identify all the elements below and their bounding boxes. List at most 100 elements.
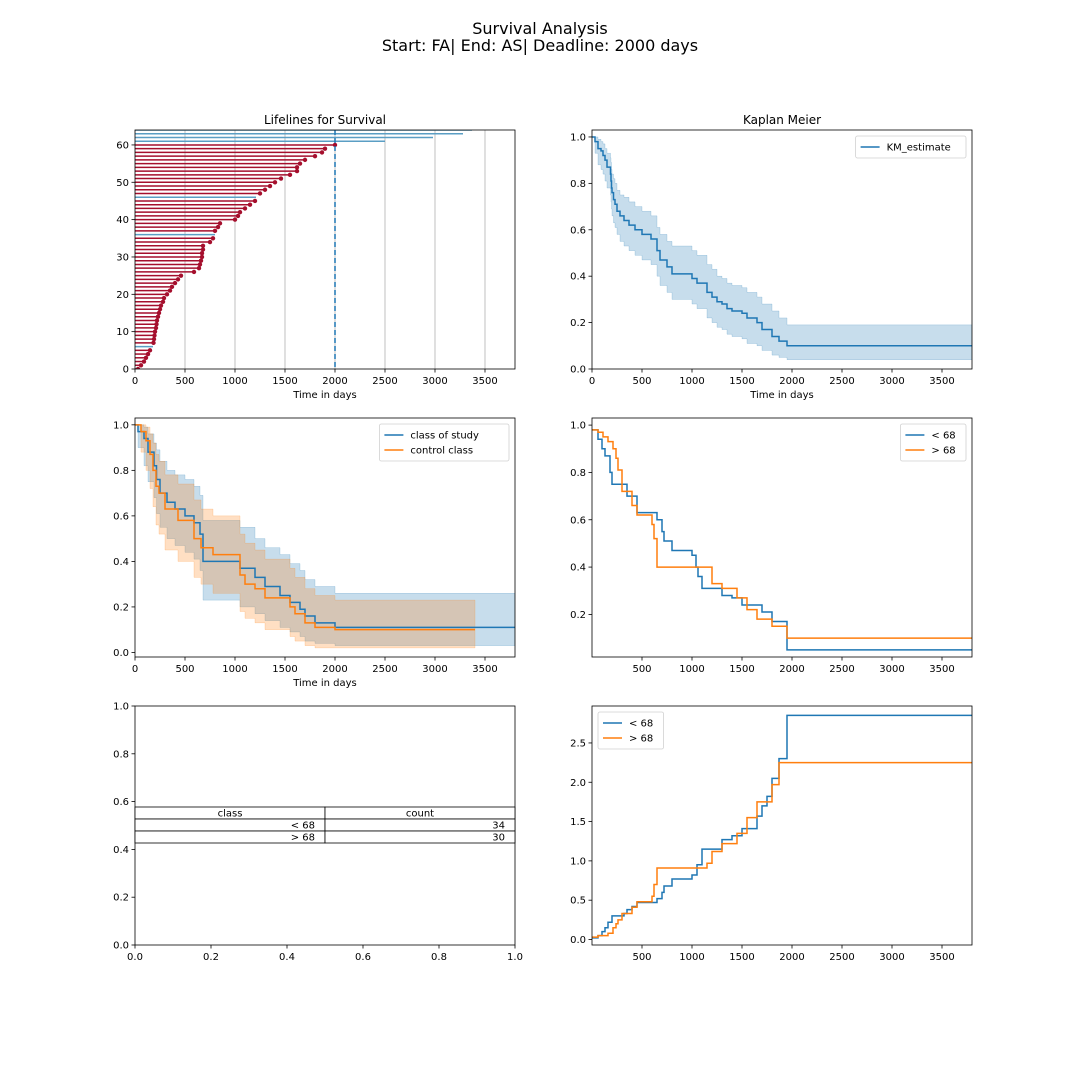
class_table-ytick-label: 0.0 (113, 941, 129, 952)
age_km-xtick-label: 1000 (679, 664, 704, 675)
class_table-xtick-label: 0.2 (203, 952, 219, 963)
km-xtick-label: 2000 (779, 376, 804, 387)
km-legend-label: KM_estimate (887, 143, 951, 154)
class_table-xtick-label: 0.4 (279, 952, 295, 963)
lifeline-event-marker (147, 348, 153, 353)
lifeline-event-marker (294, 168, 300, 174)
lifelines-axes: 0 500 1000 1500 2000 2500 3000 3500 0 10 20 30 40 50 6… (116, 113, 497, 401)
lifelines-title: Lifelines for Survival (264, 113, 386, 127)
age_cumhaz-xtick-label: 3000 (879, 952, 904, 963)
lifeline-event-marker (155, 314, 161, 319)
group_km-plot (135, 424, 515, 649)
lifeline-event-marker (152, 329, 158, 334)
class_table-ytick-label: 1.0 (113, 702, 129, 713)
lifeline-event-marker (302, 157, 308, 163)
group_km-ytick-label: 0.8 (113, 466, 129, 477)
class_table-xtick-label: 0.8 (431, 952, 447, 963)
lifelines-frame (134, 129, 516, 370)
group_km-ci-band (135, 424, 515, 646)
age_cumhaz-series-line (592, 761, 972, 938)
lifelines-ytick-label: 60 (116, 140, 129, 151)
table-cell (324, 830, 516, 844)
lifeline-event-marker (232, 217, 238, 222)
lifeline-event-marker (332, 142, 338, 148)
group_km-xtick-label: 1000 (222, 664, 247, 675)
age_cumhaz-xtick-label: 1500 (729, 952, 754, 963)
lifeline-event-marker (297, 161, 303, 166)
table-cell-value: < 68 (291, 821, 315, 832)
lifelines-ytick-label: 10 (116, 327, 129, 338)
group_km-legend-box (378, 423, 510, 462)
lifeline-event-marker (322, 146, 328, 151)
class_table-ytick-label: 0.8 (113, 749, 129, 760)
group_km-ci-band (135, 424, 476, 649)
class_table-ytick-label: 0.6 (113, 797, 129, 808)
age_cumhaz-xtick-label: 2000 (779, 952, 804, 963)
lifeline-event-marker (160, 299, 166, 304)
age_km-frame (591, 417, 973, 658)
table-header-class: class (218, 809, 243, 820)
age_km-xtick-label: 2500 (829, 664, 854, 675)
lifeline-event-marker (151, 336, 157, 342)
km-xtick-label: 0 (589, 376, 595, 387)
lifeline-event-marker (135, 366, 141, 369)
age_cumhaz-xtick-label: 500 (632, 952, 651, 963)
group_km-series-line (135, 424, 475, 631)
km-series-line (592, 136, 972, 347)
group_km-xtick-label: 500 (175, 664, 194, 675)
group_km-xtick-label: 2500 (372, 664, 397, 675)
age_km-legend: < 68 > 68 (900, 423, 967, 462)
class_table-ytick-label: 0.4 (113, 845, 129, 856)
km-ci-band (592, 136, 972, 360)
lifeline-event-marker (312, 153, 318, 159)
lifeline-event-marker (152, 333, 157, 338)
age_cumhaz-ytick-label: 0.0 (570, 935, 586, 946)
age_km-axes: 500 1000 1500 2000 2500 3000 3500 0.2 0.4 0.6 0.8 1… (570, 421, 955, 675)
age_cumhaz-ytick-label: 1.0 (570, 856, 586, 867)
table-cell (324, 818, 516, 832)
group_km-legend: class of study control class (378, 423, 510, 462)
lifeline-event-marker (141, 359, 147, 364)
lifeline-event-marker (278, 176, 284, 181)
km-xtick-label: 1500 (729, 376, 754, 387)
lifeline-event-marker (157, 307, 163, 312)
group_km-frame (134, 417, 516, 658)
lifeline-event-marker (200, 247, 206, 252)
age_cumhaz-ytick-label: 1.5 (570, 817, 586, 828)
group_km-xtick-label: 2000 (322, 664, 347, 675)
lifelines-xtick-label: 1000 (222, 376, 247, 387)
class_table-xtick-label: 1.0 (507, 952, 523, 963)
km-xtick-label: 3000 (879, 376, 904, 387)
lifeline-event-marker (257, 191, 263, 196)
age_cumhaz-legend: < 68 > 68 (597, 711, 664, 750)
lifeline-event-marker (154, 318, 160, 323)
lifeline-event-marker (191, 269, 197, 275)
group_km-series-line (135, 424, 515, 629)
lifeline-event-marker (138, 363, 144, 368)
lifeline-event-marker (215, 224, 221, 230)
lifelines-plot (135, 130, 486, 369)
km-axes: 0 500 1000 1500 2000 2500 3000 3500 0.0 0.2 0.4 0.6… (570, 113, 955, 401)
lifeline-event-marker (154, 321, 159, 327)
lifeline-event-marker (294, 165, 300, 170)
lifeline-event-marker (151, 340, 156, 346)
lifelines-xtick-label: 3000 (422, 376, 447, 387)
figure-title: Survival Analysis Start: FA| End: AS| De… (0, 20, 1080, 54)
lifeline-event-marker (158, 303, 164, 308)
age_km-xtick-label: 2000 (779, 664, 804, 675)
figure-title-line-1: Survival Analysis (472, 19, 608, 38)
lifeline-event-marker (287, 172, 293, 178)
group_km-ytick-label: 0.2 (113, 602, 129, 613)
km-xtick-label: 500 (632, 376, 651, 387)
group_km-ytick-label: 0.4 (113, 557, 129, 568)
age_km-ytick-label: 0.4 (570, 563, 586, 574)
lifeline-event-marker (198, 258, 204, 263)
group_km-axes: 0 500 1000 1500 2000 2500 3000 3500 0.0 0.2 0.4 0.6… (113, 420, 498, 689)
class_table-table: class count < 68 34 > 68 30 (134, 806, 516, 844)
group_km-xtick-label: 1500 (272, 664, 297, 675)
age_cumhaz-xtick-label: 2500 (829, 952, 854, 963)
lifelines-xlabel: Time in days (292, 390, 357, 401)
group_km-legend-label: control class (410, 446, 473, 457)
class_table-ytick-label: 0.2 (113, 893, 129, 904)
age_cumhaz-ytick-label: 0.5 (570, 896, 586, 907)
